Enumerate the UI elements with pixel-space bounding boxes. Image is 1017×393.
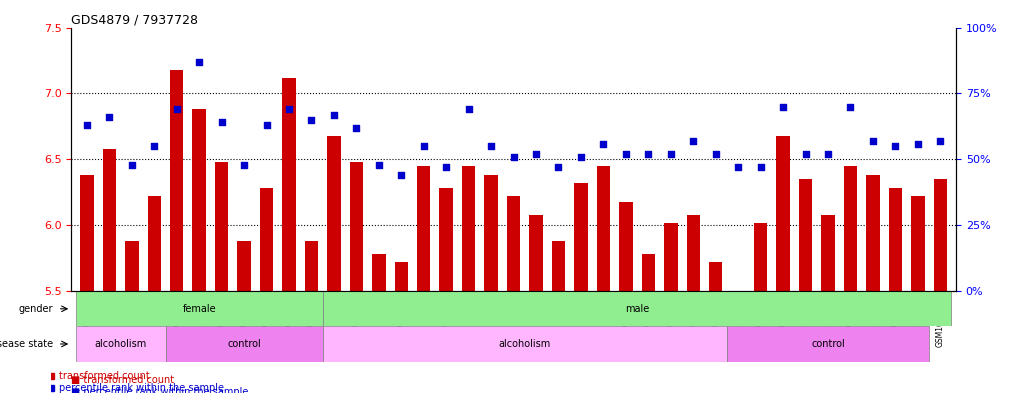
Point [325,111,342,118]
Point [303,117,319,123]
Bar [619,202,633,291]
Bar [439,188,453,291]
Text: alcoholism: alcoholism [95,339,146,349]
Point [416,143,432,149]
Point [842,103,858,110]
Bar [103,149,116,291]
Point [663,151,679,157]
Point [236,162,252,168]
Point [124,162,140,168]
Bar [327,136,341,291]
Point [909,140,925,147]
Bar [754,223,768,291]
Point [169,106,185,112]
Point [438,164,455,171]
Point [573,154,589,160]
Text: control: control [227,339,261,349]
Bar [597,166,610,291]
Bar [147,196,161,291]
Bar [192,109,205,291]
Bar [844,166,857,291]
Bar [889,188,902,291]
FancyBboxPatch shape [75,291,322,327]
Bar [731,291,744,320]
Text: transformed count: transformed count [59,371,149,382]
Point [640,151,656,157]
FancyBboxPatch shape [166,327,322,362]
Bar [709,262,722,291]
Point [550,164,566,171]
Text: control: control [812,339,845,349]
Point [933,138,949,144]
Point [685,138,702,144]
Point [102,114,118,120]
Bar [417,166,430,291]
Text: gender: gender [18,304,53,314]
Bar [170,70,183,291]
Bar [529,215,543,291]
Bar [506,196,521,291]
Text: ■ transformed count: ■ transformed count [71,375,174,385]
Bar [259,188,274,291]
Point [753,164,769,171]
Bar [462,166,475,291]
Text: female: female [182,304,216,314]
Point [864,138,881,144]
Point [797,151,814,157]
Bar [484,175,498,291]
Bar [911,196,924,291]
Point [348,125,364,131]
Bar [350,162,363,291]
Point [214,119,230,126]
Text: disease state: disease state [0,339,53,349]
Point [483,143,499,149]
Bar [822,215,835,291]
Point [258,122,275,128]
Point [775,103,791,110]
Text: alcoholism: alcoholism [498,339,551,349]
Bar [372,254,385,291]
Point [708,151,724,157]
Bar [776,136,790,291]
Bar [237,241,251,291]
Bar [305,241,318,291]
Point [617,151,634,157]
Point [191,59,207,65]
Point [595,140,611,147]
Bar [80,175,94,291]
Bar [686,215,700,291]
Point [887,143,903,149]
Bar [642,254,655,291]
Point [528,151,544,157]
Bar [395,262,408,291]
Bar [934,179,947,291]
Point [146,143,163,149]
Text: male: male [625,304,649,314]
Text: percentile rank within the sample: percentile rank within the sample [59,383,224,393]
Text: GDS4879 / 7937728: GDS4879 / 7937728 [71,13,198,26]
Point [505,154,522,160]
Point [461,106,477,112]
Text: ■ percentile rank within the sample: ■ percentile rank within the sample [71,387,248,393]
Bar [125,241,138,291]
FancyBboxPatch shape [75,327,166,362]
Point [78,122,95,128]
FancyBboxPatch shape [322,291,952,327]
Point [371,162,387,168]
Bar [283,77,296,291]
Bar [552,241,565,291]
Bar [664,223,677,291]
Point [730,164,746,171]
Point [394,172,410,178]
Point [820,151,836,157]
FancyBboxPatch shape [322,327,727,362]
Point [281,106,297,112]
Bar [575,183,588,291]
Bar [215,162,229,291]
FancyBboxPatch shape [727,327,930,362]
Bar [866,175,880,291]
Bar [798,179,813,291]
